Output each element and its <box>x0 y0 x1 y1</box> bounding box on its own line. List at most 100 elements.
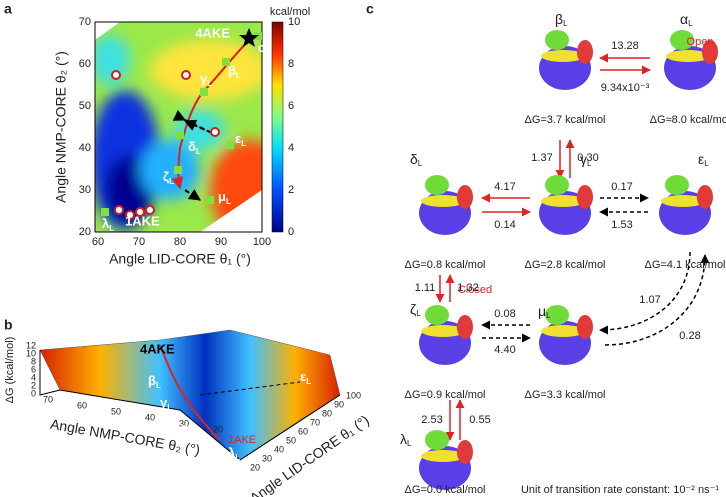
x-axis-label: Angle LID-CORE θ₁ (°) <box>109 251 251 267</box>
cluster-marker <box>125 210 135 220</box>
free-energy: ΔG=3.3 kcal/mol <box>524 389 605 401</box>
domain-red <box>457 315 473 339</box>
symbol: β <box>148 373 156 388</box>
network-arrows <box>435 53 710 441</box>
free-energy: ΔG=0.8 kcal/mol <box>404 259 485 271</box>
state-marker <box>222 58 230 66</box>
protein-structure <box>539 30 593 90</box>
symbol: μ <box>218 189 226 204</box>
symbol: δ <box>410 151 418 167</box>
domain-nmp <box>666 50 710 62</box>
subscript: L <box>688 19 693 28</box>
x-tick-label: 90 <box>215 236 227 248</box>
x-tick-label: 30 <box>179 418 189 428</box>
protein-structure <box>539 305 593 365</box>
state-label: γL <box>160 395 172 412</box>
rate-label: 0.30 <box>577 152 598 164</box>
rate-label: 13.28 <box>611 40 639 52</box>
subscript: L <box>236 71 241 80</box>
symbol: β <box>555 11 563 27</box>
free-energy: ΔG=2.8 kcal/mol <box>524 259 605 271</box>
domain-red <box>577 185 593 209</box>
x-tick-label: 100 <box>253 236 271 248</box>
energy-map <box>95 22 262 232</box>
symbol: ζ <box>163 169 169 184</box>
rate-label: 1.37 <box>531 152 552 164</box>
y-tick-label: 40 <box>274 444 284 454</box>
rate-label: 1.53 <box>611 219 632 231</box>
state-label: μL <box>218 189 231 206</box>
symbol: ε <box>698 151 704 167</box>
x-tick-label: 70 <box>43 394 53 404</box>
panel-label: a <box>4 1 12 17</box>
domain-nmp <box>541 195 585 207</box>
state-label: αL <box>680 11 693 28</box>
rate-label: 0.17 <box>611 181 632 193</box>
state-label: βL <box>148 373 161 390</box>
domain-lid <box>665 175 689 195</box>
state-label: λL <box>102 216 114 233</box>
subscript: L <box>587 159 592 168</box>
subscript: L <box>306 377 311 386</box>
x-tick-label: 50 <box>111 406 121 416</box>
protein-structure <box>419 305 473 365</box>
subscript: L <box>704 159 709 168</box>
state-label: ζL <box>163 169 174 186</box>
colorbar-tick: 4 <box>288 142 294 154</box>
state-label: εL <box>235 131 246 148</box>
subscript: L <box>226 197 231 206</box>
subscript: L <box>167 403 172 412</box>
state-label: δL <box>410 151 423 168</box>
domain-nmp <box>541 50 585 62</box>
state-marker <box>200 88 208 96</box>
z-tick-label: 0 <box>31 388 36 398</box>
y-tick-label: 80 <box>322 408 332 418</box>
x-tick-label: 70 <box>133 236 145 248</box>
y-tick-label: 60 <box>298 426 308 436</box>
symbol: γ <box>200 71 208 86</box>
y-tick-label: 70 <box>79 16 91 28</box>
structure-label: 1AKE <box>228 434 256 446</box>
protein-structure <box>539 175 593 235</box>
state-label: λL <box>400 431 412 448</box>
rate-label: 4.17 <box>494 181 515 193</box>
domain-lid <box>545 175 569 195</box>
subscript: L <box>109 224 114 233</box>
subscript: L <box>196 147 201 156</box>
energy-surface <box>39 329 341 461</box>
symbol: α <box>258 40 266 55</box>
domain-red <box>457 185 473 209</box>
state-note: Open <box>687 36 714 48</box>
state-marker <box>206 196 214 204</box>
structure-label: 4AKE <box>195 25 230 40</box>
symbol: λ <box>228 445 236 460</box>
subscript: L <box>241 139 246 148</box>
symbol: γ <box>160 395 168 410</box>
rate-label: 4.40 <box>494 344 515 356</box>
free-energy: ΔG=0.9 kcal/mol <box>404 389 485 401</box>
dashed-arrow <box>185 120 213 134</box>
y-tick-label: 50 <box>79 100 91 112</box>
state-label: ζL <box>410 301 421 318</box>
plot-frame <box>94 21 263 233</box>
symbol: ε <box>235 131 241 146</box>
structure-label: 4AKE <box>140 341 175 356</box>
state-marker <box>226 141 234 149</box>
x-tick-label: 80 <box>174 236 186 248</box>
protein-structure <box>419 430 473 490</box>
cluster-marker <box>145 205 155 215</box>
protein-structure <box>659 175 713 235</box>
domain-lid <box>425 305 449 325</box>
domain-nmp <box>541 325 585 337</box>
y-tick-label: 60 <box>79 58 91 70</box>
state-label: μL <box>538 303 551 320</box>
colorbar <box>271 21 284 233</box>
subscript: L <box>188 431 193 440</box>
z-tick-label: 12 <box>26 340 36 350</box>
state-label: γL <box>580 151 592 168</box>
z-tick-label: 10 <box>26 348 36 358</box>
y-tick-label: 70 <box>310 417 320 427</box>
symbol: μ <box>538 303 546 319</box>
rate-label: 2.53 <box>421 414 442 426</box>
